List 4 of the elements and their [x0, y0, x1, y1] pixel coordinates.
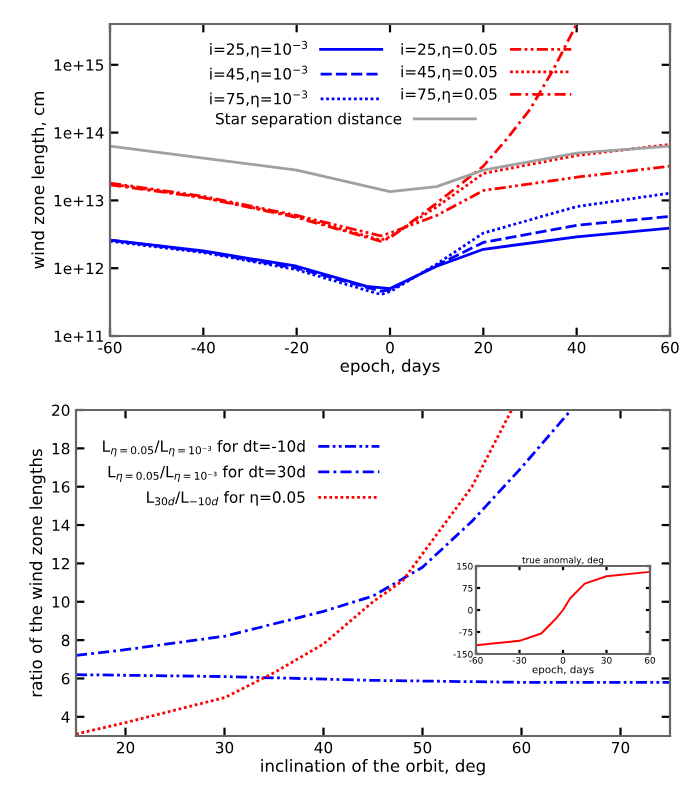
y-axis-title: wind zone length, cm	[31, 91, 48, 269]
y-axis-title: ratio of the wind zone lengths	[29, 449, 46, 697]
x-axis-title: epoch, days	[340, 359, 440, 376]
x-axis-title: inclination of the orbit, deg	[261, 759, 485, 776]
